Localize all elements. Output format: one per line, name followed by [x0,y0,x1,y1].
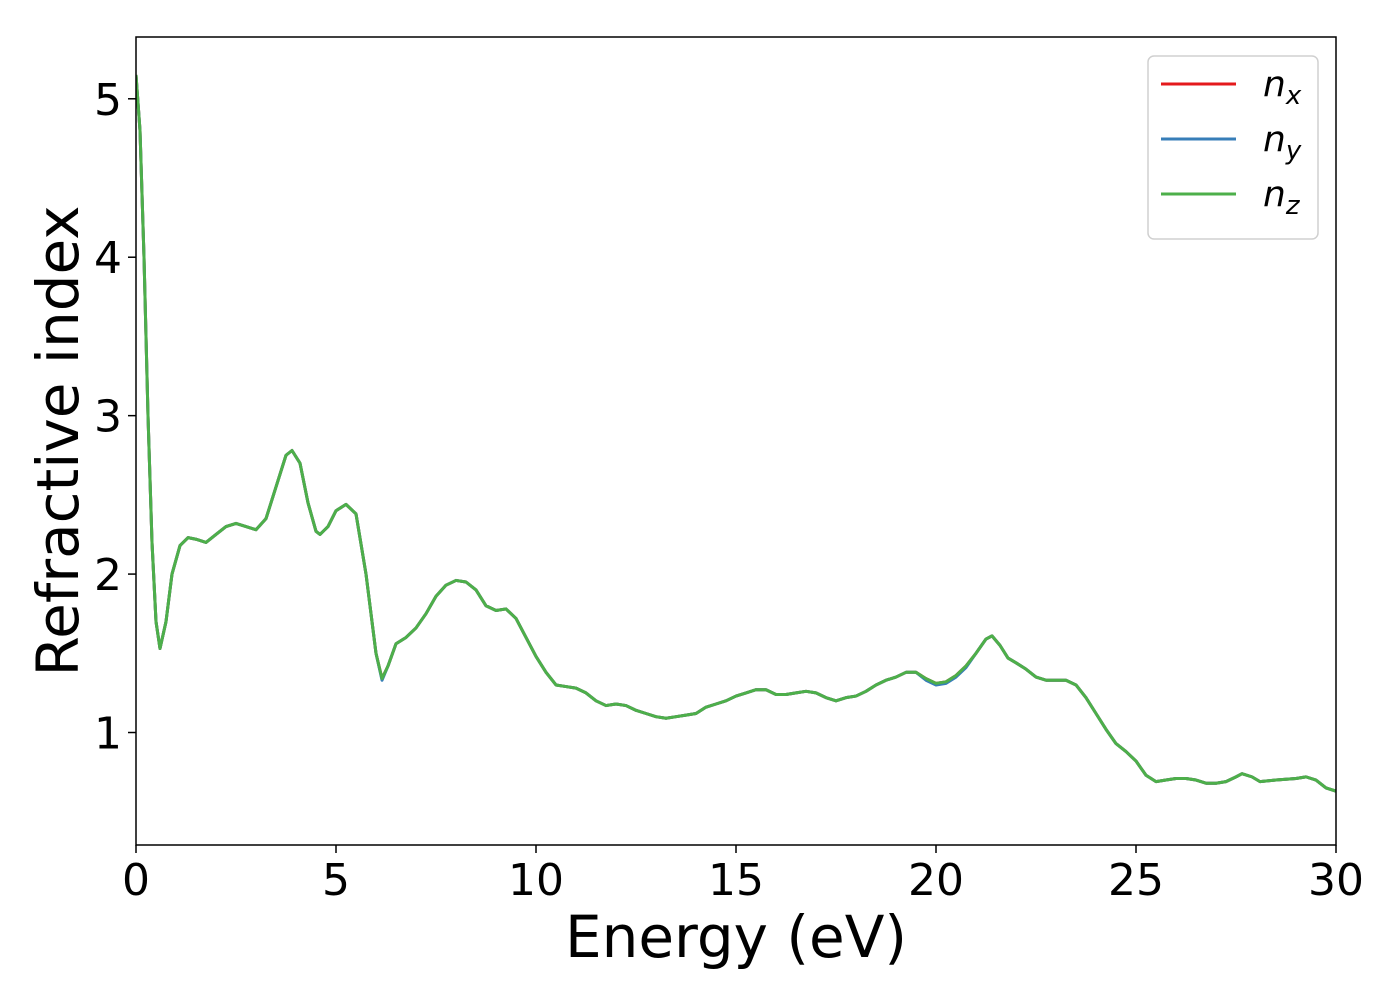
x-tick-label: 20 [908,855,964,906]
y-tick-label: 1 [94,709,122,760]
legend-label: nx [1263,64,1302,111]
legend-label: ny [1263,119,1302,166]
x-tick-label: 30 [1308,855,1364,906]
x-tick-label: 0 [122,855,150,906]
y-tick-label: 2 [94,550,122,601]
legend-label: nz [1263,174,1301,221]
x-axis-label: Energy (eV) [565,903,907,971]
y-tick-label: 5 [94,75,122,126]
y-tick-label: 3 [94,392,122,443]
x-tick-label: 15 [708,855,764,906]
y-tick-label: 4 [94,233,122,284]
y-axis-label: Refractive index [24,205,92,676]
x-tick-label: 25 [1108,855,1164,906]
plot-frame [135,36,1337,846]
x-tick-label: 5 [322,855,350,906]
x-tick-label: 10 [508,855,564,906]
line-series [136,74,1336,793]
